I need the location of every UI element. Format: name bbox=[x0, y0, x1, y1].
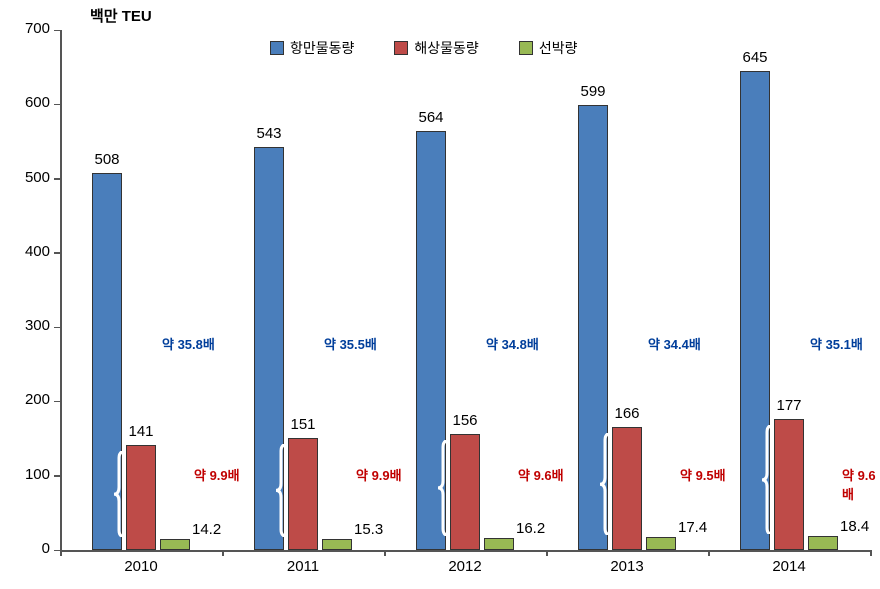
x-tick bbox=[708, 550, 710, 556]
anno-red: 약 9.6배 bbox=[518, 465, 564, 484]
y-tick-label: 600 bbox=[10, 94, 50, 111]
x-tick bbox=[60, 550, 62, 556]
value-label: 17.4 bbox=[678, 519, 728, 536]
y-tick-label: 500 bbox=[10, 169, 50, 186]
x-tick bbox=[384, 550, 386, 556]
port-bar bbox=[254, 147, 284, 550]
x-axis-line bbox=[60, 550, 870, 552]
anno-blue: 약 34.4배 bbox=[648, 334, 701, 353]
y-tick-label: 200 bbox=[10, 391, 50, 408]
y-axis-line bbox=[60, 30, 62, 550]
y-tick-label: 400 bbox=[10, 243, 50, 260]
anno-red: 약 9.9배 bbox=[194, 465, 240, 484]
port-bar bbox=[740, 71, 770, 550]
y-axis-title: 백만 TEU bbox=[90, 5, 152, 26]
teu-bar-chart: 백만 TEU 항만물동량 해상물동량 선박량 0 100 200 300 400 500 600 70… bbox=[0, 0, 880, 589]
y-tick bbox=[54, 30, 60, 32]
value-label: 141 bbox=[116, 423, 166, 440]
anno-red: 약 9.9배 bbox=[356, 465, 402, 484]
value-label: 599 bbox=[568, 83, 618, 100]
value-label: 543 bbox=[244, 125, 294, 142]
x-tick bbox=[546, 550, 548, 556]
vessel-bar bbox=[808, 536, 838, 550]
y-tick-label: 300 bbox=[10, 317, 50, 334]
anno-red: 약 9.6배 bbox=[842, 465, 880, 503]
value-label: 151 bbox=[278, 416, 328, 433]
vessel-bar bbox=[646, 537, 676, 550]
anno-blue: 약 35.5배 bbox=[324, 334, 377, 353]
x-tick bbox=[222, 550, 224, 556]
x-tick-label: 2013 bbox=[567, 558, 687, 575]
value-label: 14.2 bbox=[192, 521, 242, 538]
sea-bar bbox=[612, 427, 642, 550]
value-label: 508 bbox=[82, 151, 132, 168]
y-tick bbox=[54, 178, 60, 180]
legend-item: 항만물동량 bbox=[270, 38, 354, 58]
anno-blue: 약 35.1배 bbox=[810, 334, 863, 353]
x-tick-label: 2014 bbox=[729, 558, 849, 575]
value-label: 564 bbox=[406, 109, 456, 126]
value-label: 15.3 bbox=[354, 521, 404, 538]
legend-label: 선박량 bbox=[539, 38, 578, 58]
x-tick-label: 2011 bbox=[243, 558, 363, 575]
legend: 항만물동량 해상물동량 선박량 bbox=[270, 38, 577, 58]
port-bar bbox=[92, 173, 122, 550]
sea-bar bbox=[126, 445, 156, 550]
value-label: 177 bbox=[764, 397, 814, 414]
y-tick-label: 700 bbox=[10, 20, 50, 37]
sea-bar bbox=[774, 419, 804, 550]
vessel-bar bbox=[160, 539, 190, 550]
sea-bar bbox=[450, 434, 480, 550]
y-tick-label: 100 bbox=[10, 466, 50, 483]
x-tick-label: 2012 bbox=[405, 558, 525, 575]
value-label: 166 bbox=[602, 405, 652, 422]
y-tick-label: 0 bbox=[10, 540, 50, 557]
legend-label: 항만물동량 bbox=[290, 38, 354, 58]
legend-item: 선박량 bbox=[519, 38, 578, 58]
anno-blue: 약 35.8배 bbox=[162, 334, 215, 353]
y-tick bbox=[54, 401, 60, 403]
legend-label: 해상물동량 bbox=[414, 38, 478, 58]
value-label: 16.2 bbox=[516, 520, 566, 537]
y-tick bbox=[54, 252, 60, 254]
value-label: 18.4 bbox=[840, 518, 880, 535]
y-tick bbox=[54, 104, 60, 106]
vessel-bar bbox=[322, 539, 352, 550]
value-label: 645 bbox=[730, 49, 780, 66]
port-bar bbox=[578, 105, 608, 550]
anno-red: 약 9.5배 bbox=[680, 465, 726, 484]
port-bar bbox=[416, 131, 446, 550]
legend-item: 해상물동량 bbox=[394, 38, 478, 58]
x-tick bbox=[870, 550, 872, 556]
y-tick bbox=[54, 475, 60, 477]
legend-swatch bbox=[519, 41, 533, 55]
anno-blue: 약 34.8배 bbox=[486, 334, 539, 353]
sea-bar bbox=[288, 438, 318, 550]
legend-swatch bbox=[270, 41, 284, 55]
y-tick bbox=[54, 327, 60, 329]
legend-swatch bbox=[394, 41, 408, 55]
vessel-bar bbox=[484, 538, 514, 550]
x-tick-label: 2010 bbox=[81, 558, 201, 575]
value-label: 156 bbox=[440, 412, 490, 429]
